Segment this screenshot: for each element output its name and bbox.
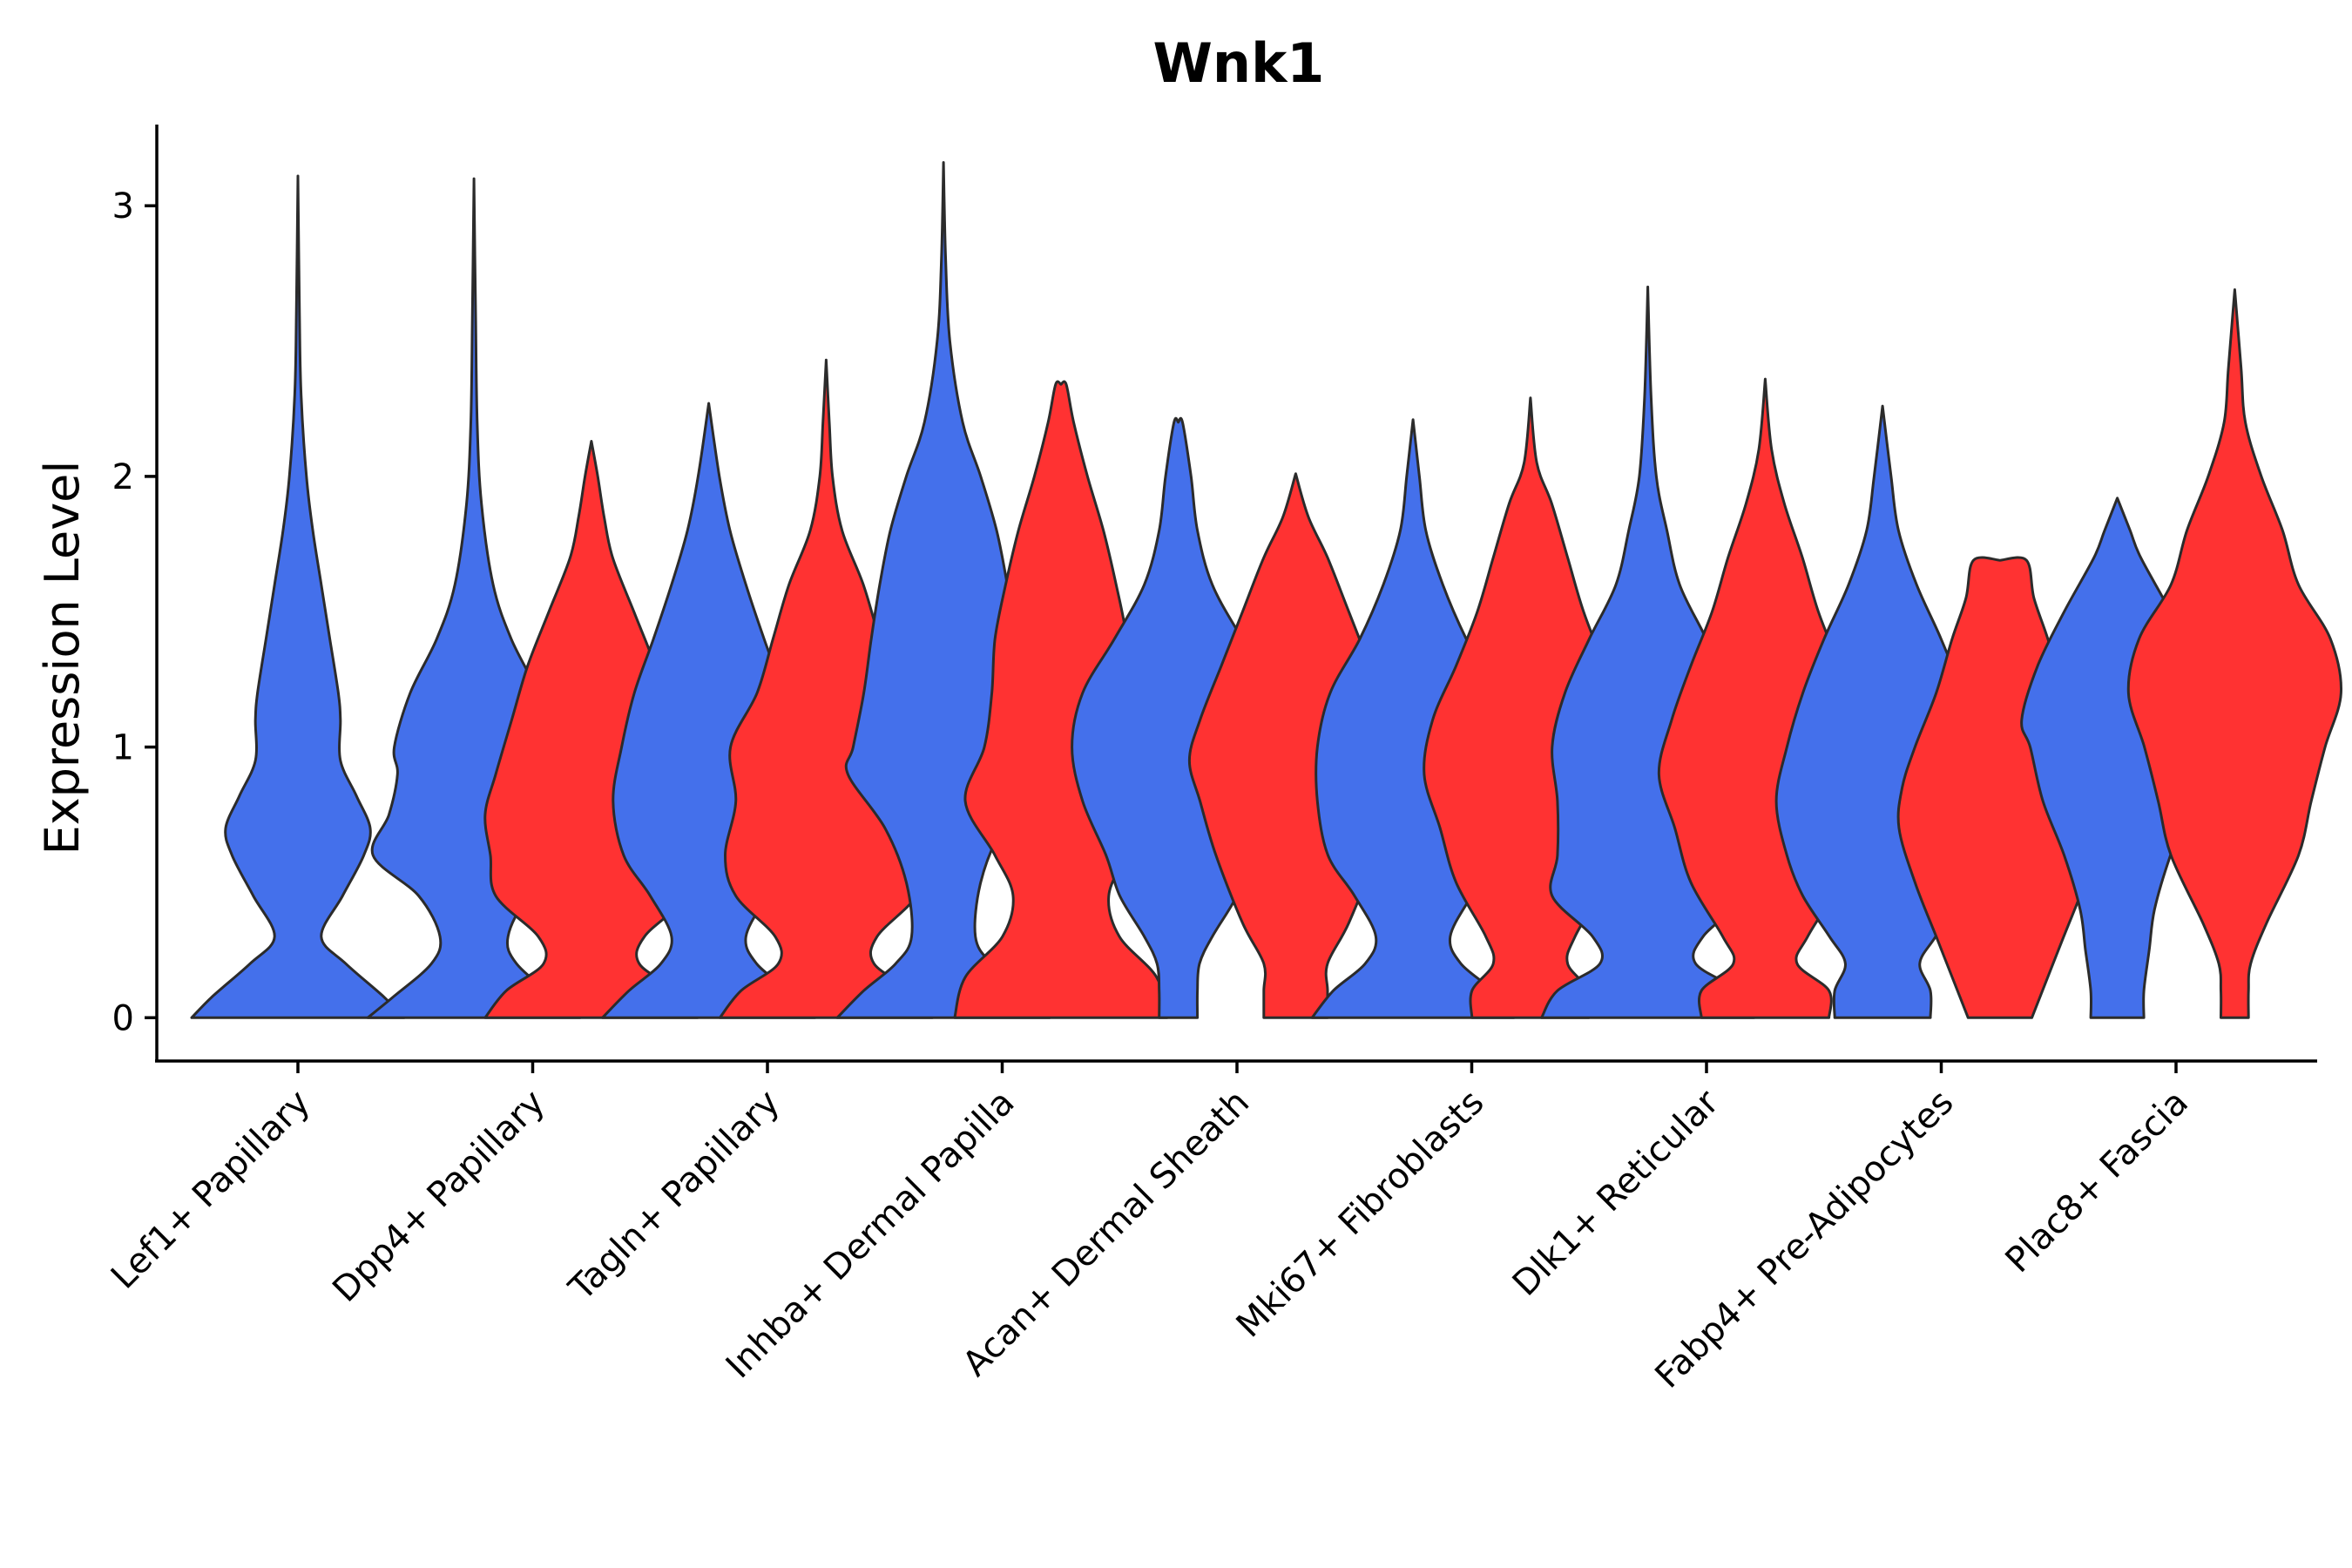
chart-title: Wnk1 xyxy=(1153,31,1325,95)
violin-plac8-fascia-red xyxy=(2126,288,2343,1019)
y-ticks: 0 1 2 3 xyxy=(112,186,157,1038)
x-ticks: Lef1+ Papillary Dpp4+ Papillary Tagln+ Pap… xyxy=(104,1061,2196,1396)
x-tick-label-plac8-fascia: Plac8+ Fascia xyxy=(1998,1083,2197,1281)
violins-layer xyxy=(190,161,2343,1019)
x-tick-label-dlk1-reticular: Dlk1+ Reticular xyxy=(1505,1082,1727,1304)
x-tick-label-tagln-papillary: Tagln+ Papillary xyxy=(561,1083,787,1309)
x-tick-label-dpp4-papillary: Dpp4+ Papillary xyxy=(325,1083,552,1310)
y-tick-label-2: 2 xyxy=(112,457,134,497)
y-tick-label-1: 1 xyxy=(112,728,134,768)
x-tick-label-lef1-papillary: Lef1+ Papillary xyxy=(104,1083,318,1297)
y-tick-label-0: 0 xyxy=(112,998,134,1038)
y-tick-label-3: 3 xyxy=(112,186,134,226)
x-tick-label-mki67-fibroblasts: Mki67+ Fibroblasts xyxy=(1229,1083,1492,1346)
violin-lef1-papillary-blue xyxy=(190,174,406,1019)
y-axis-label: Expression Level xyxy=(35,461,90,855)
